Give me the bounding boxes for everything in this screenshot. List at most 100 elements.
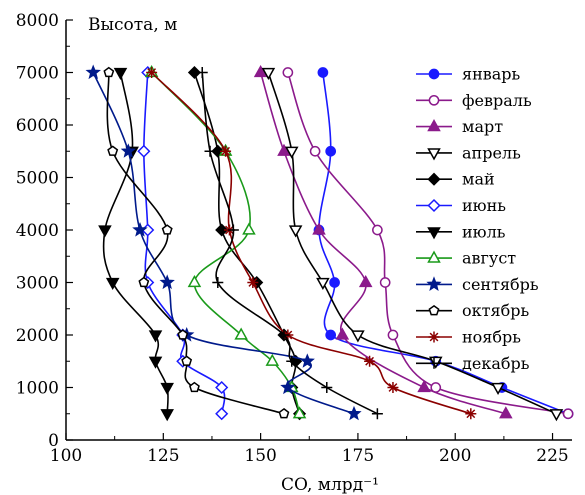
legend-marker bbox=[428, 68, 440, 80]
series-8 bbox=[144, 64, 307, 419]
series-3 bbox=[253, 64, 513, 419]
data-point bbox=[372, 224, 383, 236]
data-point bbox=[105, 277, 120, 291]
x-tick-label: 150 bbox=[244, 446, 276, 466]
legend-marker bbox=[428, 94, 440, 106]
y-tick-label: 6000 bbox=[16, 116, 59, 136]
data-point bbox=[107, 145, 119, 156]
legend-marker bbox=[427, 119, 441, 132]
x-tick-label: 200 bbox=[439, 446, 471, 466]
data-point bbox=[137, 144, 151, 158]
legend-label: май bbox=[462, 170, 495, 189]
data-point bbox=[120, 143, 136, 158]
y-tick-label: 5000 bbox=[16, 169, 59, 189]
data-point bbox=[160, 382, 174, 396]
legend-marker bbox=[427, 172, 441, 186]
legend-item: июль bbox=[416, 222, 506, 241]
data-point bbox=[160, 409, 174, 422]
data-point bbox=[177, 329, 189, 340]
y-tick-label: 3000 bbox=[16, 274, 59, 294]
series-layer bbox=[85, 64, 574, 422]
data-point bbox=[358, 274, 373, 288]
data-point bbox=[284, 146, 299, 159]
series-6 bbox=[137, 65, 229, 421]
data-point bbox=[379, 277, 391, 288]
data-point bbox=[316, 277, 330, 291]
x-tick-label: 175 bbox=[342, 446, 374, 466]
data-point bbox=[253, 64, 268, 78]
data-point bbox=[220, 145, 232, 157]
legend-item: ноябрь bbox=[416, 328, 521, 347]
y-axis-label: Высота, м bbox=[88, 15, 177, 35]
data-point bbox=[329, 277, 340, 288]
data-point bbox=[292, 406, 307, 419]
data-point bbox=[325, 329, 337, 341]
series-10 bbox=[103, 66, 290, 419]
data-point bbox=[148, 330, 163, 343]
data-point bbox=[277, 143, 291, 156]
data-point bbox=[159, 274, 175, 290]
data-point bbox=[278, 407, 290, 419]
data-point bbox=[325, 145, 337, 157]
legend-label: июнь bbox=[462, 196, 506, 215]
data-point bbox=[286, 355, 298, 367]
data-point bbox=[265, 353, 280, 366]
data-point bbox=[113, 67, 128, 81]
x-axis-label: CO, млрд⁻¹ bbox=[281, 475, 379, 495]
legend-item: февраль bbox=[416, 91, 532, 110]
data-point bbox=[148, 356, 163, 369]
data-point bbox=[491, 382, 505, 396]
data-point bbox=[212, 277, 224, 288]
data-point bbox=[132, 221, 148, 237]
data-point bbox=[321, 382, 333, 393]
legend-label: декабрь bbox=[462, 354, 530, 373]
series-12 bbox=[196, 67, 383, 420]
data-point bbox=[215, 407, 229, 421]
legend-marker bbox=[427, 148, 441, 161]
legend-marker bbox=[427, 250, 441, 263]
legend-marker bbox=[426, 276, 442, 291]
data-point bbox=[387, 382, 399, 393]
y-tick-label: 1000 bbox=[16, 379, 59, 399]
series-line bbox=[193, 72, 301, 414]
data-point bbox=[103, 66, 115, 78]
legend-item: август bbox=[416, 249, 516, 268]
legend-label: август bbox=[462, 249, 516, 268]
data-point bbox=[187, 65, 202, 80]
data-point bbox=[242, 222, 256, 235]
x-tick-label: 225 bbox=[536, 446, 568, 466]
series-9 bbox=[85, 64, 362, 421]
legend-item: январь bbox=[416, 65, 521, 84]
y-tick-label: 8000 bbox=[16, 11, 59, 31]
legend-item: декабрь bbox=[416, 354, 530, 373]
data-point bbox=[234, 327, 248, 340]
data-point bbox=[146, 67, 158, 78]
y-tick-label: 4000 bbox=[16, 221, 59, 241]
series-line bbox=[151, 71, 301, 414]
series-7 bbox=[98, 67, 174, 422]
data-point bbox=[85, 64, 101, 80]
legend-label: февраль bbox=[462, 91, 532, 110]
data-point bbox=[346, 405, 362, 421]
legend-label: март bbox=[462, 117, 503, 136]
legend-marker bbox=[427, 198, 441, 213]
data-point bbox=[351, 330, 365, 343]
legend-item: апрель bbox=[416, 143, 521, 162]
data-point bbox=[299, 353, 315, 368]
data-point bbox=[428, 356, 443, 369]
data-point bbox=[288, 225, 303, 238]
data-point bbox=[138, 276, 150, 288]
data-point bbox=[280, 379, 296, 395]
data-point bbox=[499, 406, 513, 419]
legend-item: октябрь bbox=[416, 301, 529, 320]
data-point bbox=[98, 225, 112, 238]
y-tick-label: 7000 bbox=[16, 64, 59, 84]
data-point bbox=[282, 67, 294, 78]
data-point bbox=[371, 408, 383, 420]
data-point bbox=[187, 274, 202, 288]
data-point bbox=[189, 381, 200, 393]
legend-label: апрель bbox=[462, 143, 521, 162]
data-point bbox=[317, 67, 329, 78]
legend-label: сентябрь bbox=[462, 275, 539, 294]
